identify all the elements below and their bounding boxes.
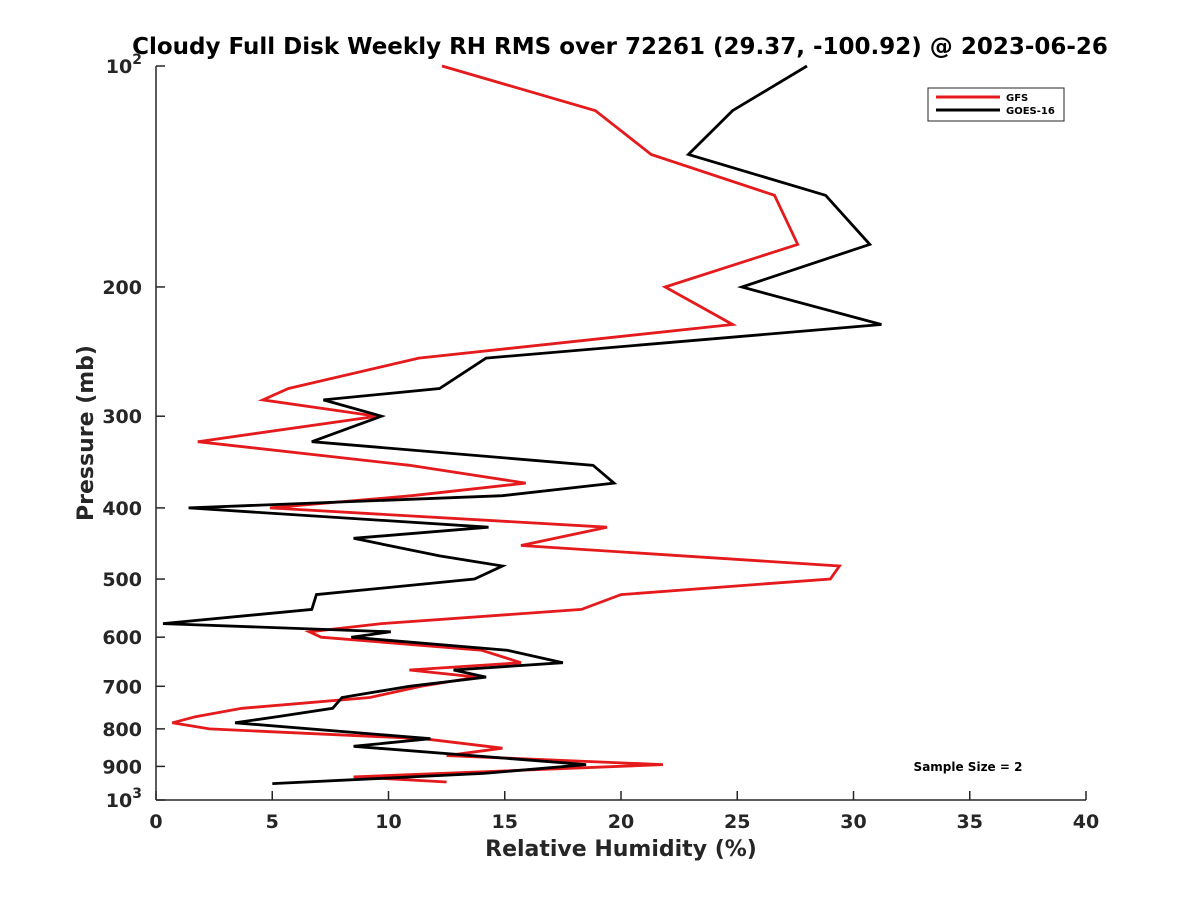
plot-area	[155, 66, 1086, 801]
x-ticks: 0 5 10 15 20 25 30 35 40	[149, 791, 1099, 833]
y-tick-label: 900	[102, 756, 142, 778]
series-line-goes-16	[162, 64, 882, 785]
x-tick-label: 35	[957, 811, 983, 833]
sample-size-note: Sample Size = 2	[914, 760, 1023, 774]
y-tick-base: 10	[106, 56, 132, 78]
y-tick-label: 500	[102, 569, 142, 591]
y-tick-exponent: 3	[132, 786, 142, 802]
y-tick-label: 800	[102, 719, 142, 741]
y-tick-exponent: 2	[132, 52, 142, 68]
y-tick-label: 400	[102, 498, 142, 520]
x-tick-label: 20	[608, 811, 634, 833]
x-axis-label: Relative Humidity (%)	[485, 837, 757, 862]
y-tick-base: 10	[106, 790, 132, 812]
y-tick-label: 700	[102, 676, 142, 698]
legend: GFS GOES-16	[927, 87, 1065, 122]
y-tick-label: 103	[106, 786, 142, 812]
legend-box	[927, 87, 1065, 122]
legend-label-goes16: GOES-16	[1006, 106, 1055, 117]
legend-label-gfs: GFS	[1006, 93, 1028, 104]
x-tick-label: 30	[840, 811, 866, 833]
chart-title: Cloudy Full Disk Weekly RH RMS over 7226…	[132, 34, 1108, 60]
x-tick-label: 25	[724, 811, 750, 833]
x-tick-label: 40	[1073, 811, 1099, 833]
y-tick-label: 200	[102, 277, 142, 299]
x-tick-label: 10	[375, 811, 401, 833]
y-tick-label: 300	[102, 406, 142, 428]
x-tick-label: 5	[266, 811, 279, 833]
y-axis-label: Pressure (mb)	[74, 345, 99, 521]
x-tick-label: 15	[492, 811, 518, 833]
series-line-gfs	[171, 64, 843, 784]
y-tick-label: 102	[106, 52, 142, 78]
series-layer	[162, 64, 882, 785]
x-tick-label: 0	[149, 811, 162, 833]
y-tick-label: 600	[102, 627, 142, 649]
